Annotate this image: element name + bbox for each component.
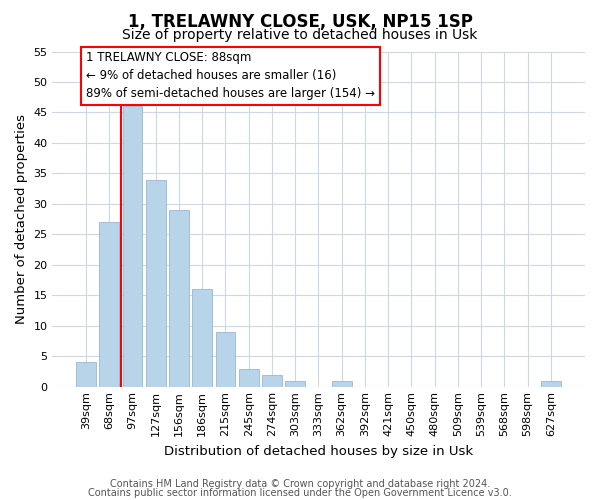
- Bar: [262, 374, 282, 387]
- Bar: [76, 362, 96, 387]
- Bar: [122, 106, 142, 387]
- Text: 1, TRELAWNY CLOSE, USK, NP15 1SP: 1, TRELAWNY CLOSE, USK, NP15 1SP: [128, 12, 472, 30]
- Bar: [146, 180, 166, 387]
- Text: Contains public sector information licensed under the Open Government Licence v3: Contains public sector information licen…: [88, 488, 512, 498]
- Bar: [285, 381, 305, 387]
- Bar: [239, 368, 259, 387]
- Bar: [215, 332, 235, 387]
- Bar: [541, 381, 561, 387]
- Y-axis label: Number of detached properties: Number of detached properties: [15, 114, 28, 324]
- Bar: [169, 210, 189, 387]
- Bar: [193, 290, 212, 387]
- X-axis label: Distribution of detached houses by size in Usk: Distribution of detached houses by size …: [164, 444, 473, 458]
- Bar: [100, 222, 119, 387]
- Text: 1 TRELAWNY CLOSE: 88sqm
← 9% of detached houses are smaller (16)
89% of semi-det: 1 TRELAWNY CLOSE: 88sqm ← 9% of detached…: [86, 52, 375, 100]
- Text: Size of property relative to detached houses in Usk: Size of property relative to detached ho…: [122, 28, 478, 42]
- Bar: [332, 381, 352, 387]
- Text: Contains HM Land Registry data © Crown copyright and database right 2024.: Contains HM Land Registry data © Crown c…: [110, 479, 490, 489]
